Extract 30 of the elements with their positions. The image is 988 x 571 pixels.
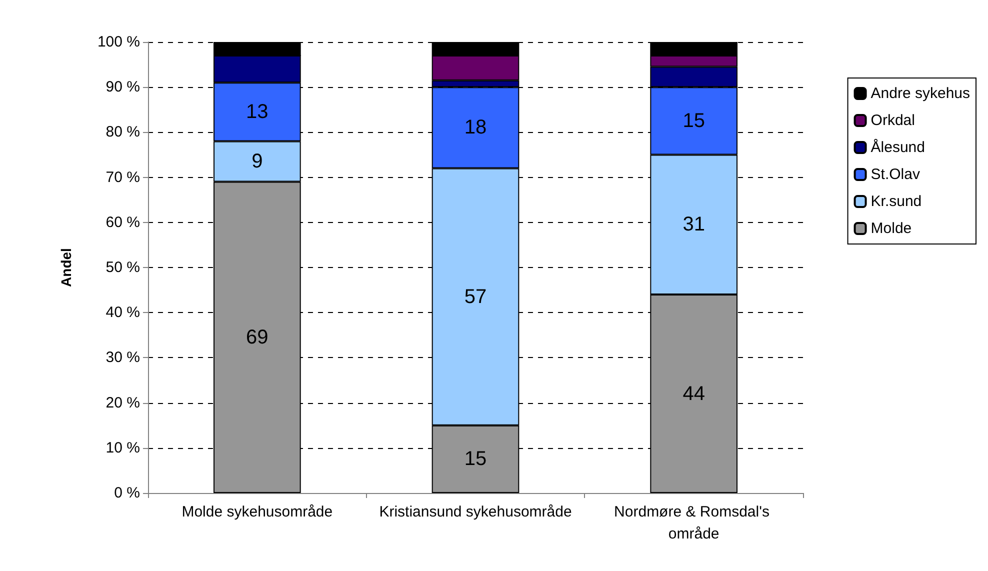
y-axis-title: Andel: [58, 248, 74, 287]
legend-label: Molde: [870, 220, 912, 237]
y-tick-label: 50 %: [106, 259, 140, 276]
x-tick-label: Nordmøre & Romsdal's område: [614, 504, 774, 542]
y-tick-label: 0 %: [114, 484, 140, 502]
x-tick-label: Molde sykehusområde: [182, 504, 333, 520]
data-label: 15: [464, 448, 487, 470]
data-label: 18: [464, 116, 487, 139]
data-label: 13: [246, 100, 268, 123]
y-tick-label: 90 %: [106, 78, 140, 96]
data-label: 57: [464, 286, 487, 308]
y-tick-label: 10 %: [106, 439, 140, 456]
y-tick-label: 80 %: [106, 124, 140, 141]
y-tick-label: 40 %: [106, 304, 140, 322]
legend-label: St.Olav: [870, 166, 920, 183]
legend-label: Andre sykehus: [870, 85, 970, 102]
y-tick-label: 60 %: [106, 214, 140, 231]
y-tick-label: 100 %: [97, 34, 140, 50]
data-label: 44: [682, 382, 705, 405]
data-label: 15: [682, 110, 705, 132]
y-tick-label: 70 %: [106, 168, 140, 186]
data-label: 69: [246, 326, 268, 348]
legend-label: Kr.sund: [870, 193, 922, 210]
legend-label: Orkdal: [870, 112, 915, 129]
y-tick-label: 30 %: [106, 349, 140, 366]
x-tick-label: Kristiansund sykehusområde: [379, 504, 572, 520]
data-label: 31: [682, 214, 705, 236]
y-tick-label: 20 %: [106, 394, 140, 412]
data-label: 9: [252, 150, 263, 173]
legend-label: Ålesund: [870, 138, 925, 156]
